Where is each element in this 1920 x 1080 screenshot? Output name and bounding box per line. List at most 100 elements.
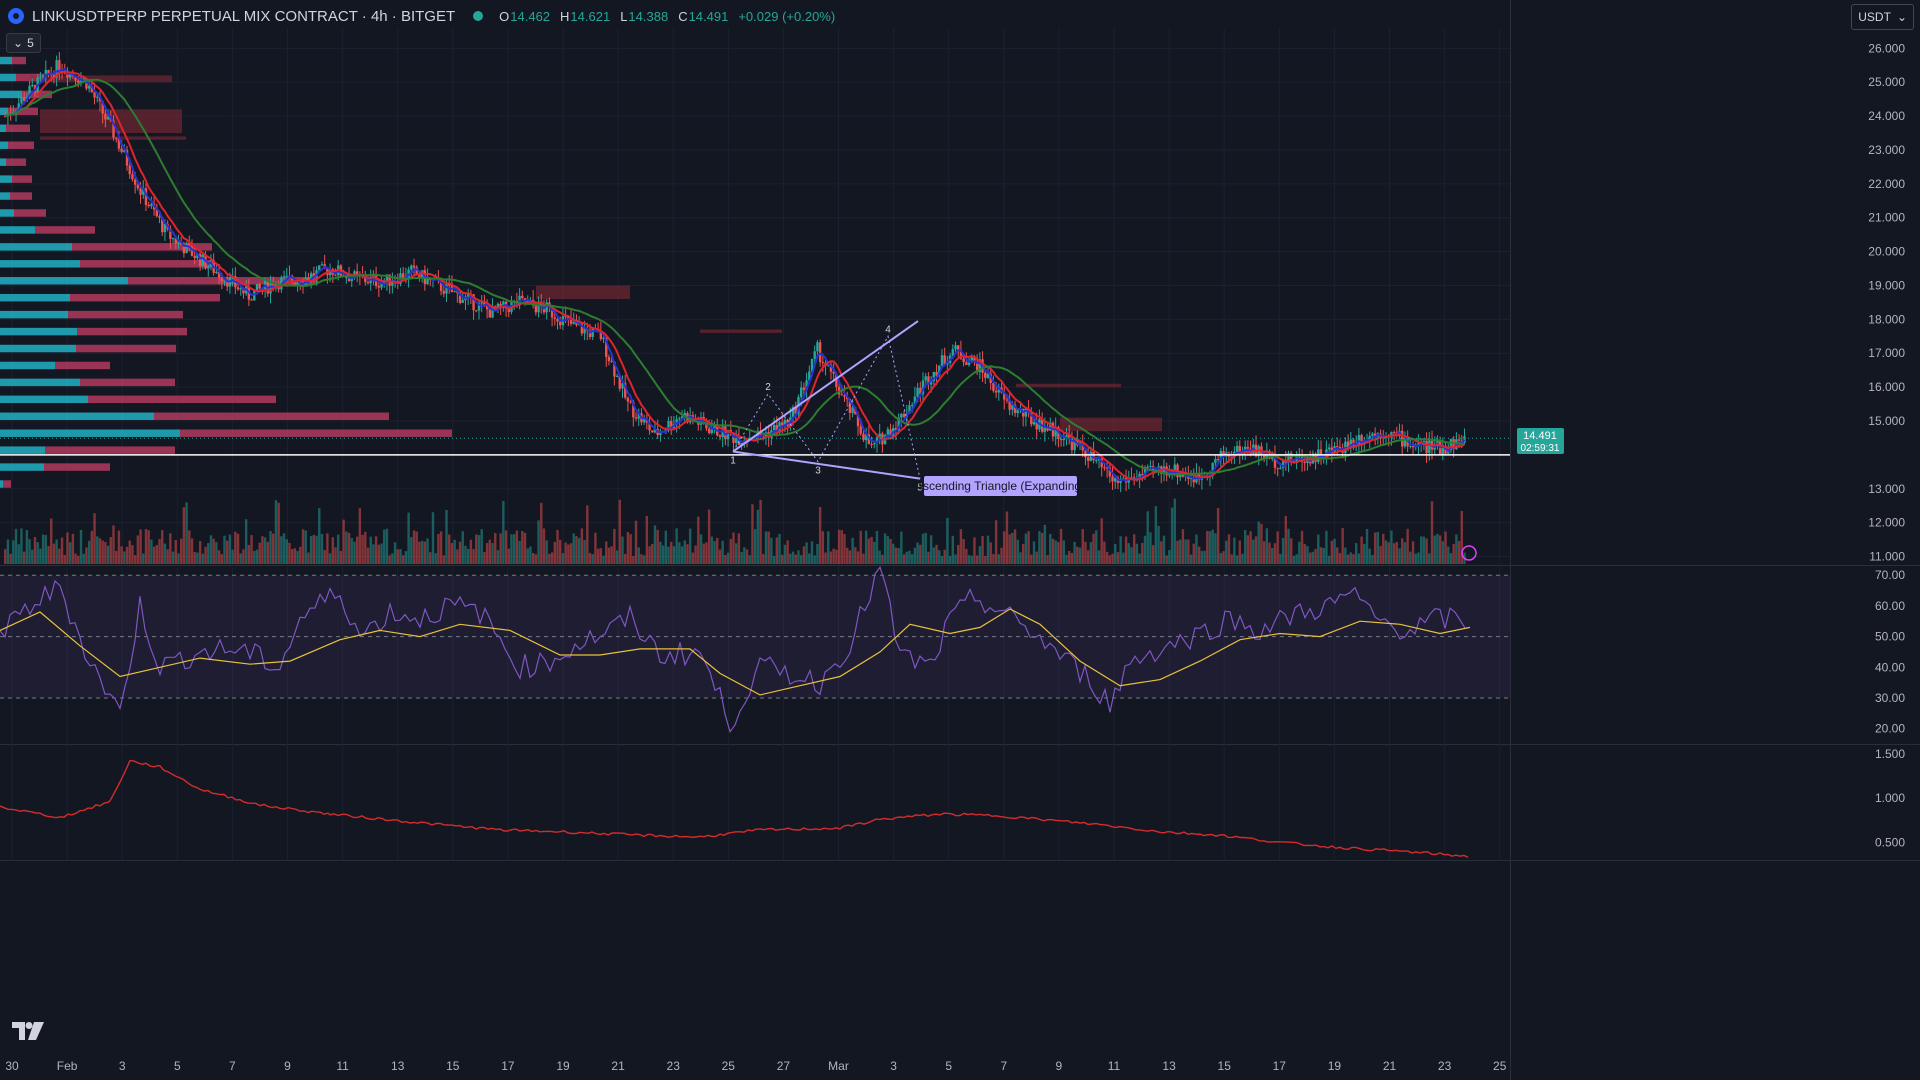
volume-bar — [1447, 546, 1450, 564]
candle-down — [540, 301, 543, 307]
candle-up — [1279, 468, 1282, 470]
volume-bar — [488, 539, 492, 564]
volume-bar — [675, 528, 678, 564]
candle-down — [220, 277, 223, 282]
candle-down — [534, 305, 538, 313]
volume-bar — [1406, 528, 1409, 564]
volume-bar — [90, 530, 94, 564]
volume-bar — [1271, 547, 1274, 564]
volume-bar — [258, 542, 261, 564]
volume-bar — [908, 550, 911, 564]
volume-bar — [334, 547, 337, 564]
volume-bar — [1401, 538, 1404, 564]
volume-bar — [477, 535, 481, 564]
candle-up — [31, 85, 34, 87]
volume-bar — [848, 550, 852, 564]
volume-bar — [1295, 554, 1298, 564]
candle-up — [997, 387, 1001, 393]
candle-up — [391, 282, 394, 286]
volume-bar — [1092, 533, 1095, 564]
candle-up — [1130, 477, 1133, 479]
indicators-collapse-button[interactable]: ⌄ 5 — [6, 33, 41, 53]
candle-up — [799, 387, 803, 398]
volume-bar — [1070, 552, 1074, 564]
volume-bar — [139, 529, 142, 564]
volume-bar — [529, 546, 532, 564]
volume-bar — [342, 519, 345, 564]
candle-down — [732, 434, 735, 443]
candle-down — [1425, 441, 1428, 454]
volume-bar — [14, 528, 18, 564]
time-tick-label: Feb — [57, 1059, 78, 1073]
volume-bar — [74, 553, 77, 564]
candle-up — [1062, 439, 1065, 441]
volume-bar — [1181, 529, 1185, 564]
volume-bar — [789, 553, 792, 564]
ohlc-high: H14.621 — [560, 8, 611, 24]
volume-bar — [1254, 536, 1258, 564]
ma-mid-line — [4, 70, 1466, 481]
volume-bar — [829, 551, 833, 564]
volume-bar — [1173, 498, 1176, 564]
candle-down — [1276, 467, 1279, 469]
candle-down — [242, 288, 245, 294]
volume-bar — [1016, 539, 1019, 564]
volume-profile-down-bar — [45, 446, 175, 454]
candle-up — [163, 223, 167, 233]
volume-profile-down-bar — [72, 243, 212, 251]
volume-bar — [98, 538, 102, 564]
volume-bar — [1268, 542, 1271, 564]
time-tick-label: 7 — [229, 1059, 236, 1073]
volume-bar — [705, 542, 708, 564]
volume-bar — [978, 546, 982, 564]
candle-up — [710, 429, 714, 434]
volume-bar — [499, 533, 502, 564]
volume-bar — [664, 530, 668, 564]
volume-profile-up-bar — [0, 243, 72, 251]
volume-bar — [234, 531, 237, 564]
volume-bar — [989, 542, 992, 564]
volume-bar — [288, 542, 291, 564]
candle-up — [185, 243, 188, 254]
volume-profile-down-bar — [35, 226, 95, 234]
volume-bar — [1219, 552, 1223, 564]
candle-up — [142, 188, 145, 195]
currency-select[interactable]: USDT ⌄ — [1851, 4, 1914, 30]
volume-bar — [1162, 535, 1166, 564]
candle-down — [115, 137, 118, 139]
volume-bar — [12, 540, 15, 564]
volume-bar — [572, 533, 575, 564]
volume-bar — [699, 534, 703, 564]
volume-bar — [1132, 534, 1136, 564]
volume-bar — [1327, 555, 1331, 564]
volume-bar — [502, 500, 505, 564]
candle-down — [818, 342, 822, 363]
candle-up — [1168, 474, 1171, 476]
volume-bar — [799, 555, 803, 564]
candle-up — [239, 288, 242, 290]
volume-bar — [71, 533, 75, 564]
candle-down — [472, 294, 475, 311]
price-tick-label: 13.000 — [1868, 482, 1905, 496]
volume-bar — [902, 554, 906, 564]
volume-bar — [282, 533, 286, 564]
volume-bar — [345, 531, 348, 564]
volume-bar — [1281, 538, 1285, 564]
volume-bar — [1333, 538, 1336, 564]
symbol-title[interactable]: LINKUSDTPERP PERPETUAL MIX CONTRACT · 4h… — [32, 7, 456, 25]
pattern-point-label: 3 — [815, 466, 821, 477]
volume-bar — [1073, 541, 1076, 564]
volume-bar — [959, 529, 963, 564]
candle-up — [201, 254, 205, 266]
volume-bar — [44, 535, 48, 564]
volume-bar — [82, 553, 85, 564]
volume-bar — [623, 553, 627, 564]
volume-bar — [1352, 554, 1355, 564]
candle-down — [973, 357, 976, 362]
ohlc-change: +0.029 (+0.20%) — [738, 8, 836, 24]
volume-bar — [120, 546, 123, 564]
candle-up — [1032, 421, 1036, 425]
volume-bar — [182, 507, 186, 564]
candle-down — [613, 361, 616, 377]
